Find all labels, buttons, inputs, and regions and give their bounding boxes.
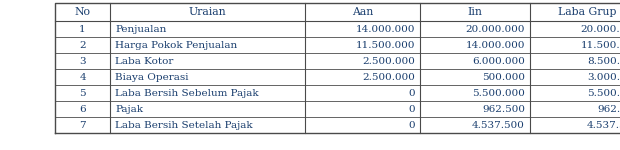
Text: 962.500: 962.500 xyxy=(482,105,525,114)
Text: Laba Bersih Sebelum Pajak: Laba Bersih Sebelum Pajak xyxy=(115,88,259,98)
Text: Biaya Operasi: Biaya Operasi xyxy=(115,72,188,81)
Text: 3.000.000: 3.000.000 xyxy=(587,72,620,81)
Text: 4: 4 xyxy=(79,72,86,81)
Text: 14.000.000: 14.000.000 xyxy=(466,40,525,50)
Text: 14.000.000: 14.000.000 xyxy=(355,24,415,33)
Text: 0: 0 xyxy=(409,105,415,114)
Text: 11.500.000: 11.500.000 xyxy=(580,40,620,50)
Text: Iin: Iin xyxy=(467,7,482,17)
Text: Uraian: Uraian xyxy=(188,7,226,17)
Text: 1: 1 xyxy=(79,24,86,33)
Text: Harga Pokok Penjualan: Harga Pokok Penjualan xyxy=(115,40,237,50)
Text: No: No xyxy=(74,7,91,17)
Text: 500.000: 500.000 xyxy=(482,72,525,81)
Text: 20.000.000: 20.000.000 xyxy=(466,24,525,33)
Text: 5: 5 xyxy=(79,88,86,98)
Text: Laba Bersih Setelah Pajak: Laba Bersih Setelah Pajak xyxy=(115,120,252,129)
Text: 2.500.000: 2.500.000 xyxy=(362,57,415,66)
Text: 8.500.000: 8.500.000 xyxy=(587,57,620,66)
Text: 4.537.500: 4.537.500 xyxy=(587,120,620,129)
Text: Laba Kotor: Laba Kotor xyxy=(115,57,174,66)
Text: 5.500.000: 5.500.000 xyxy=(472,88,525,98)
Text: 0: 0 xyxy=(409,120,415,129)
Text: 11.500.000: 11.500.000 xyxy=(355,40,415,50)
Text: Pajak: Pajak xyxy=(115,105,143,114)
Text: 4.537.500: 4.537.500 xyxy=(472,120,525,129)
Text: Aan: Aan xyxy=(352,7,373,17)
Text: 0: 0 xyxy=(409,88,415,98)
Text: 3: 3 xyxy=(79,57,86,66)
Text: 2: 2 xyxy=(79,40,86,50)
Text: 7: 7 xyxy=(79,120,86,129)
Text: Penjualan: Penjualan xyxy=(115,24,166,33)
Text: Laba Grup: Laba Grup xyxy=(558,7,617,17)
Text: 6: 6 xyxy=(79,105,86,114)
Text: 2.500.000: 2.500.000 xyxy=(362,72,415,81)
Text: 962.500: 962.500 xyxy=(597,105,620,114)
Text: 20.000.000: 20.000.000 xyxy=(580,24,620,33)
Text: 6.000.000: 6.000.000 xyxy=(472,57,525,66)
Text: 5.500.000: 5.500.000 xyxy=(587,88,620,98)
